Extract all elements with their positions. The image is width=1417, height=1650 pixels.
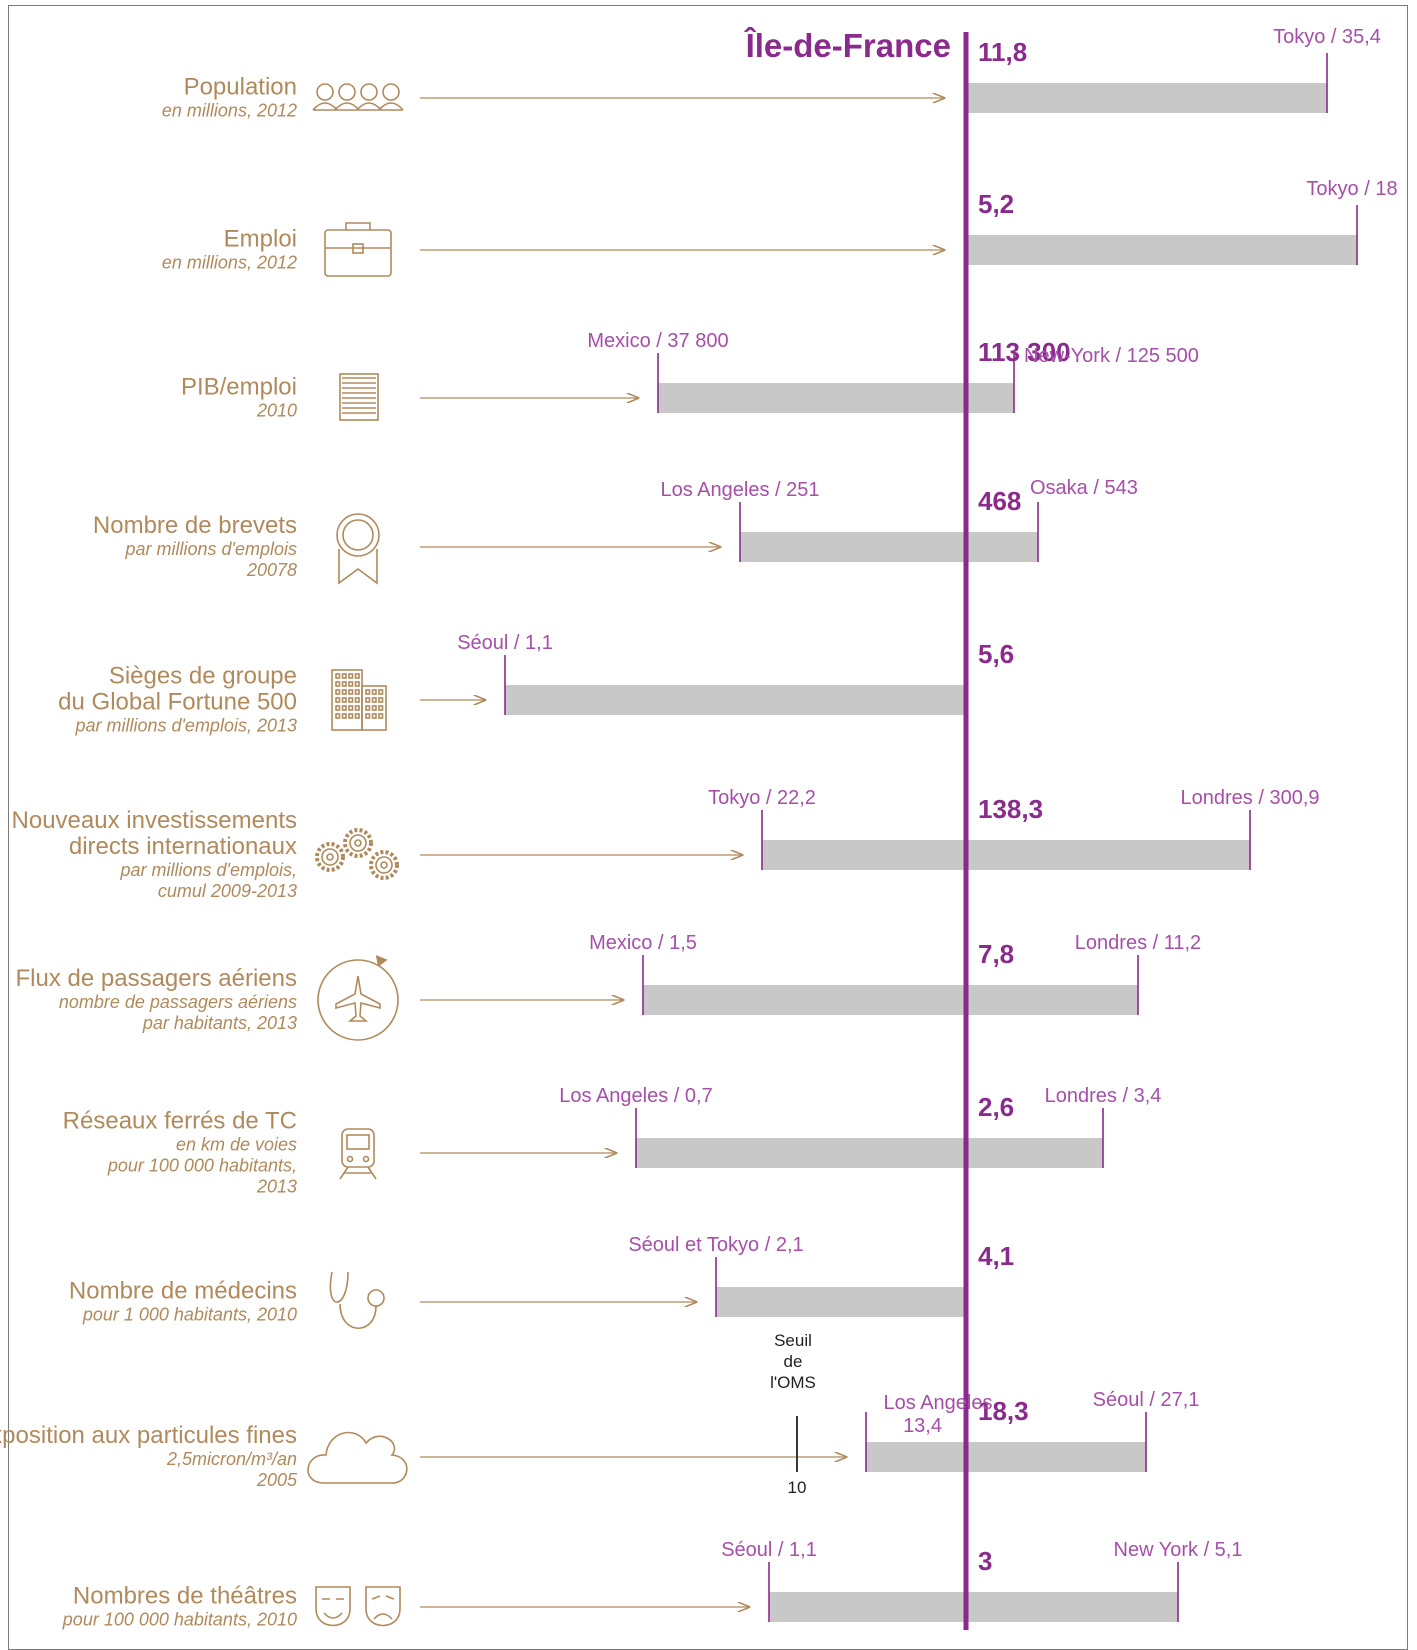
ile-value-passagers: 7,8 xyxy=(978,939,1014,969)
row-title-population: Population xyxy=(184,74,297,101)
min-label-medecins: Séoul et Tokyo / 2,1 xyxy=(628,1234,803,1256)
bar-investissements xyxy=(762,840,1250,870)
row-subtitle-reseaux: en km de voies xyxy=(176,1135,297,1155)
row-subtitle-brevets: par millions d'emplois xyxy=(124,539,297,559)
max-label-pib: New-York / 125 500 xyxy=(1024,345,1199,367)
bar-particules xyxy=(866,1442,1146,1472)
row-subtitle-reseaux: 2013 xyxy=(256,1177,297,1197)
max-label-theatres: New York / 5,1 xyxy=(1114,1539,1243,1561)
row-subtitle-passagers: par habitants, 2013 xyxy=(142,1013,297,1033)
row-subtitle-medecins: pour 1 000 habitants, 2010 xyxy=(82,1305,297,1325)
max-label-emploi: Tokyo / 18 xyxy=(1306,178,1397,200)
ile-value-population: 11,8 xyxy=(978,37,1027,67)
bar-population xyxy=(966,83,1327,113)
row-subtitle-sieges: par millions d'emplois, 2013 xyxy=(74,716,297,736)
oms-threshold-label: de xyxy=(784,1352,803,1371)
people-icon xyxy=(312,83,404,111)
row-subtitle-reseaux: pour 100 000 habitants, xyxy=(107,1156,297,1176)
row-subtitle-investissements: cumul 2009-2013 xyxy=(158,881,297,901)
row-title-particules: Exposition aux particules fines xyxy=(0,1422,297,1449)
ile-value-sieges: 5,6 xyxy=(978,639,1014,669)
banknotes-icon xyxy=(339,373,379,421)
min-label-brevets: Los Angeles / 251 xyxy=(660,479,819,501)
cloud-icon xyxy=(307,1431,408,1484)
row-title-pib: PIB/emploi xyxy=(181,374,297,401)
max-label-reseaux: Londres / 3,4 xyxy=(1045,1085,1162,1107)
row-subtitle-pib: 2010 xyxy=(256,401,297,421)
ile-value-pib: 113 300 xyxy=(978,337,1071,367)
bar-pib xyxy=(658,383,1014,413)
row-title-passagers: Flux de passagers aériens xyxy=(16,965,297,992)
bar-medecins xyxy=(716,1287,966,1317)
row-title-emploi: Emploi xyxy=(224,226,297,253)
max-label-brevets: Osaka / 543 xyxy=(1030,477,1138,499)
award-medal-icon xyxy=(336,513,380,585)
bar-brevets xyxy=(740,532,1038,562)
min-label-theatres: Séoul / 1,1 xyxy=(721,1539,817,1561)
ile-value-emploi: 5,2 xyxy=(978,189,1014,219)
min-label-reseaux: Los Angeles / 0,7 xyxy=(559,1085,712,1107)
bar-theatres xyxy=(769,1592,1178,1622)
row-title-investissements: Nouveaux investissements xyxy=(12,807,297,834)
ile-value-brevets: 468 xyxy=(978,486,1021,516)
min-label-2-particules: 13,4 xyxy=(903,1415,942,1437)
max-label-particules: Séoul / 27,1 xyxy=(1093,1389,1200,1411)
bar-passagers xyxy=(643,985,1138,1015)
row-title-theatres: Nombres de théâtres xyxy=(73,1583,297,1610)
row-subtitle-investissements: par millions d'emplois, xyxy=(119,860,297,880)
row-title-medecins: Nombre de médecins xyxy=(69,1278,297,1305)
bar-reseaux xyxy=(636,1138,1103,1168)
row-title-sieges: du Global Fortune 500 xyxy=(58,689,297,716)
airplane-icon xyxy=(317,955,399,1041)
buildings-icon xyxy=(331,669,387,731)
ile-value-theatres: 3 xyxy=(978,1546,992,1576)
min-label-pib: Mexico / 37 800 xyxy=(587,330,728,352)
ile-value-reseaux: 2,6 xyxy=(978,1092,1014,1122)
ile-value-medecins: 4,1 xyxy=(978,1241,1014,1271)
row-subtitle-brevets: 20078 xyxy=(246,560,297,580)
ile-value-investissements: 138,3 xyxy=(978,794,1043,824)
min-label-investissements: Tokyo / 22,2 xyxy=(708,787,816,809)
ile-value-particules: 18,3 xyxy=(978,1396,1029,1426)
row-title-brevets: Nombre de brevets xyxy=(93,512,297,539)
max-label-investissements: Londres / 300,9 xyxy=(1181,787,1320,809)
reference-title: Île-de-France xyxy=(744,27,951,64)
row-subtitle-population: en millions, 2012 xyxy=(162,101,297,121)
max-label-passagers: Londres / 11,2 xyxy=(1075,932,1201,954)
max-label-population: Tokyo / 35,4 xyxy=(1273,26,1381,48)
row-subtitle-particules: 2,5micron/m³/an xyxy=(166,1449,297,1469)
row-subtitle-emploi: en millions, 2012 xyxy=(162,253,297,273)
oms-threshold-value: 10 xyxy=(788,1478,807,1497)
briefcase-icon xyxy=(324,222,392,277)
train-icon xyxy=(339,1128,377,1180)
min-label-passagers: Mexico / 1,5 xyxy=(589,932,697,954)
oms-threshold-label: l'OMS xyxy=(770,1373,816,1392)
row-subtitle-theatres: pour 100 000 habitants, 2010 xyxy=(62,1610,297,1630)
gears-icon xyxy=(315,828,399,880)
row-subtitle-particules: 2005 xyxy=(256,1470,298,1490)
bar-sieges xyxy=(505,685,966,715)
row-title-reseaux: Réseaux ferrés de TC xyxy=(63,1108,297,1135)
oms-threshold-label: Seuil xyxy=(774,1331,812,1350)
bar-emploi xyxy=(966,235,1357,265)
min-label-particules: Los Angeles xyxy=(884,1392,993,1414)
theater-masks-icon xyxy=(315,1586,401,1627)
stethoscope-icon xyxy=(329,1271,385,1330)
min-label-sieges: Séoul / 1,1 xyxy=(457,632,553,654)
row-subtitle-passagers: nombre de passagers aériens xyxy=(59,992,297,1012)
row-title-sieges: Sièges de groupe xyxy=(109,663,297,690)
row-title-investissements: directs internationaux xyxy=(69,833,297,860)
